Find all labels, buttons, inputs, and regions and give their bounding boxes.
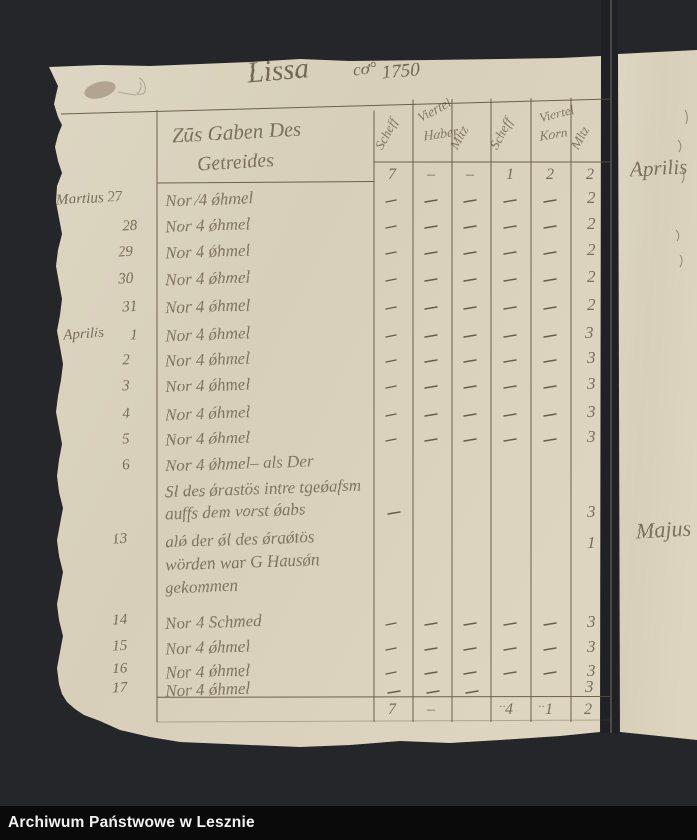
svg-text:2: 2 [587,188,596,207]
svg-text:1: 1 [129,327,137,343]
svg-text:4: 4 [121,406,130,422]
svg-text:7: 7 [388,701,397,718]
svg-text:Aprilis: Aprilis [61,325,104,343]
svg-text:1: 1 [506,166,514,183]
svg-text:Nor 4 ǿhmel: Nor 4 ǿhmel [163,295,250,317]
svg-text:Getreides: Getreides [196,149,274,175]
svg-text:3: 3 [586,637,596,656]
svg-text:1: 1 [587,533,596,552]
svg-text:14: 14 [111,611,127,628]
svg-text:31: 31 [120,298,137,315]
svg-text:–: – [465,166,475,183]
svg-text:Nor 4 ǿhmel: Nor 4 ǿhmel [163,214,250,236]
svg-text:Nor 4 ǿhmel: Nor 4 ǿhmel [163,678,250,700]
svg-text:Nor ⁄4 ǿhmel: Nor ⁄4 ǿhmel [163,188,253,210]
svg-text:16: 16 [111,660,127,677]
svg-text:15: 15 [111,637,127,654]
svg-text:3: 3 [120,378,129,394]
svg-text:28: 28 [121,217,137,234]
svg-text:3: 3 [586,374,596,393]
svg-text:cơ°: cơ° [352,58,377,79]
svg-text:Nor 4 ǿhmel: Nor 4 ǿhmel [163,374,250,396]
svg-text:3: 3 [586,612,596,631]
svg-text:‥: ‥ [538,699,545,710]
svg-text:2: 2 [584,701,592,718]
svg-text:3: 3 [586,502,596,521]
svg-text:–: – [426,701,436,718]
svg-text:Majus: Majus [634,515,691,543]
svg-text:13: 13 [111,530,127,547]
svg-text:3: 3 [586,427,596,446]
svg-text:3: 3 [584,323,594,342]
svg-text:Nor 4 ǿhmel: Nor 4 ǿhmel [163,323,250,345]
svg-text:2: 2 [587,267,596,286]
svg-text:2: 2 [587,240,596,259]
svg-text:6: 6 [121,457,130,473]
svg-text:29: 29 [117,243,133,260]
svg-text:Nor 4 ǿhmel: Nor 4 ǿhmel [163,402,250,424]
svg-text:4: 4 [505,701,513,718]
svg-text:Aprilis: Aprilis [627,154,687,181]
svg-text:3: 3 [586,402,596,421]
svg-text:2: 2 [586,166,594,183]
svg-text:Nor 4 ǿhmel: Nor 4 ǿhmel [163,267,250,289]
svg-text:Nor 4 ǿhmel: Nor 4 ǿhmel [163,348,250,370]
svg-text:1: 1 [545,701,553,718]
svg-text:7: 7 [388,166,397,183]
svg-text:Nor 4 Schmed: Nor 4 Schmed [163,611,261,633]
svg-text:2: 2 [587,295,596,314]
svg-text:–: – [426,166,436,183]
svg-text:1750: 1750 [381,59,421,83]
svg-text:Nor 4 ǿhmel: Nor 4 ǿhmel [163,636,250,658]
svg-text:2: 2 [121,352,130,368]
svg-text:30: 30 [116,270,133,287]
svg-text:‥: ‥ [499,699,506,710]
svg-text:gekommen: gekommen [164,575,237,597]
svg-text:3: 3 [586,348,596,367]
svg-text:2: 2 [546,166,554,183]
svg-text:2: 2 [587,214,596,233]
svg-text:Nor 4 ǿhmel: Nor 4 ǿhmel [163,427,250,449]
svg-text:Nor 4 ǿhmel: Nor 4 ǿhmel [163,240,250,262]
svg-text:Lissa: Lissa [245,52,310,89]
svg-text:3: 3 [584,677,594,696]
svg-text:17: 17 [111,679,128,696]
svg-text:5: 5 [121,431,130,447]
